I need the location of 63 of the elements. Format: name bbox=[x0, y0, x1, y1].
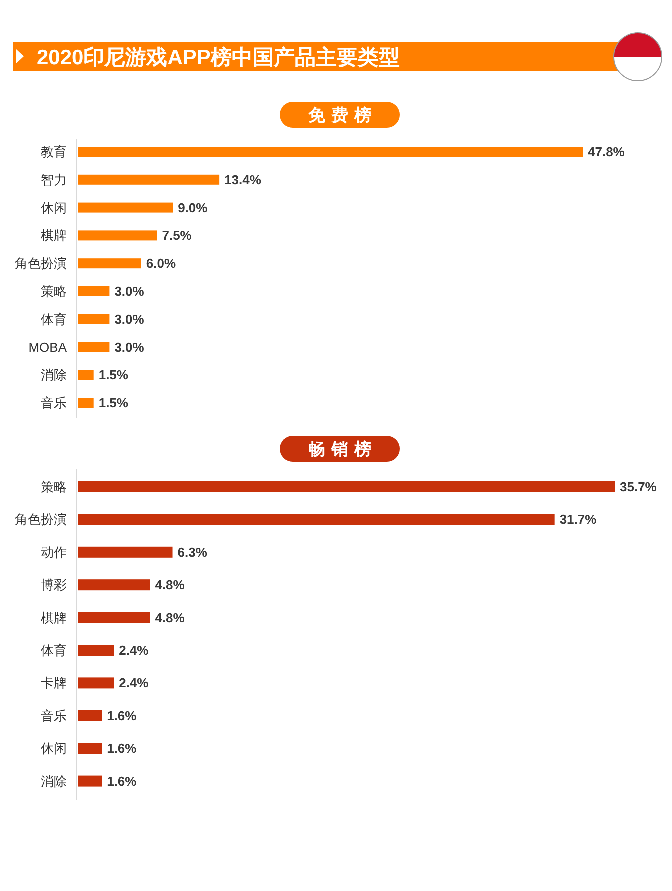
chart-title: 2020印尼游戏APP榜中国产品主要类型 bbox=[37, 46, 400, 70]
bar bbox=[78, 202, 174, 213]
bar bbox=[78, 482, 615, 492]
y-tick-label: 博彩 bbox=[41, 578, 67, 593]
bar bbox=[78, 398, 94, 408]
data-label: 3.0% bbox=[114, 312, 145, 327]
data-label: 2.4% bbox=[119, 643, 150, 658]
data-label: 3.0% bbox=[114, 340, 145, 355]
y-tick-label: 体育 bbox=[41, 312, 67, 327]
data-label: 7.5% bbox=[162, 228, 192, 244]
bar bbox=[78, 230, 158, 241]
y-tick-label: 体育 bbox=[41, 643, 67, 658]
y-tick-label: 音乐 bbox=[41, 708, 67, 724]
y-tick-label: 动作 bbox=[41, 544, 67, 560]
data-label: 1.5% bbox=[98, 396, 129, 411]
data-label: 1.6% bbox=[107, 708, 138, 724]
y-tick-label: 策略 bbox=[41, 480, 67, 494]
y-tick-label: 教育 bbox=[41, 144, 67, 160]
y-tick-label: 音乐 bbox=[41, 396, 67, 411]
y-tick-label: 智力 bbox=[41, 172, 67, 188]
bar bbox=[78, 370, 94, 380]
y-tick-label: 卡牌 bbox=[41, 676, 67, 691]
y-tick-label: 角色扮演 bbox=[15, 512, 67, 528]
bar bbox=[78, 174, 220, 185]
bar bbox=[78, 514, 555, 526]
bar bbox=[78, 546, 173, 558]
bar bbox=[78, 342, 110, 352]
y-tick-label: 策略 bbox=[41, 284, 67, 299]
chart-title: 畅销榜 bbox=[308, 440, 378, 459]
data-label: 6.3% bbox=[178, 544, 208, 560]
data-label: 6.0% bbox=[146, 256, 176, 272]
y-tick-label: 休闲 bbox=[41, 741, 67, 756]
data-label: 31.7% bbox=[560, 512, 598, 528]
y-tick-label: 角色扮演 bbox=[15, 256, 67, 272]
bar bbox=[78, 710, 102, 722]
bar bbox=[78, 286, 110, 296]
y-tick-label: 棋牌 bbox=[41, 610, 67, 626]
bar bbox=[78, 645, 114, 656]
data-label: 1.6% bbox=[107, 741, 138, 756]
y-tick-label: 休闲 bbox=[41, 200, 67, 216]
chart-subtitle: 免费榜 bbox=[308, 106, 378, 125]
bar bbox=[78, 580, 150, 591]
bar bbox=[78, 258, 142, 269]
data-label: 35.7% bbox=[620, 480, 658, 494]
bar bbox=[78, 776, 102, 787]
data-label: 4.8% bbox=[155, 578, 186, 593]
data-label: 3.0% bbox=[114, 284, 145, 299]
bar bbox=[78, 147, 583, 157]
bar bbox=[78, 612, 150, 624]
data-label: 1.6% bbox=[107, 774, 138, 789]
data-label: 1.5% bbox=[98, 368, 129, 383]
data-label: 4.8% bbox=[155, 610, 186, 626]
bar bbox=[78, 678, 114, 689]
data-label: 47.8% bbox=[588, 144, 626, 160]
y-tick-label: 棋牌 bbox=[41, 228, 67, 244]
data-label: 9.0% bbox=[178, 200, 208, 216]
y-tick-label: 消除 bbox=[41, 368, 67, 383]
bar bbox=[78, 743, 102, 754]
y-tick-label: MOBA bbox=[28, 340, 68, 355]
y-tick-label: 消除 bbox=[41, 774, 67, 789]
data-label: 2.4% bbox=[119, 676, 150, 691]
bar bbox=[78, 314, 110, 324]
data-label: 13.4% bbox=[224, 172, 262, 188]
